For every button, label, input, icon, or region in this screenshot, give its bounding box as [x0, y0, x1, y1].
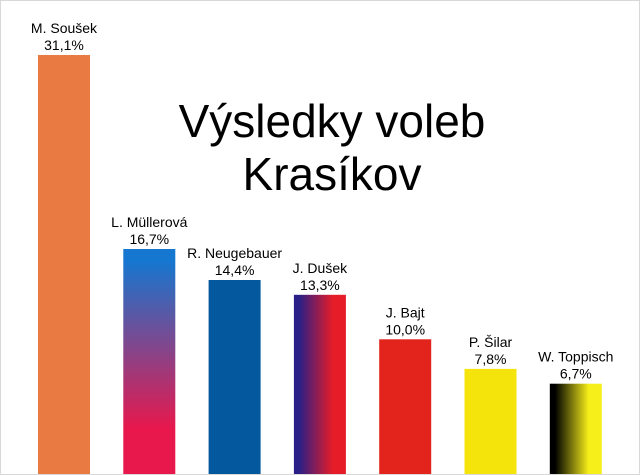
bar-value-label: 6,7%: [560, 366, 592, 382]
bar-value-label: 16,7%: [129, 231, 169, 247]
bar-7: [549, 383, 602, 474]
bar-2: [123, 249, 176, 474]
bar-value-label: 31,1%: [44, 37, 84, 53]
bar-name-label: R. Neugebauer: [187, 245, 282, 261]
bar-name-label: P. Šilar: [469, 334, 513, 350]
bar-name-label: J. Bajt: [386, 304, 425, 320]
chart-title: Výsledky voleb: [179, 95, 486, 147]
bar-value-label: 7,8%: [475, 351, 507, 367]
bar-5: [379, 339, 432, 474]
bar-3: [208, 280, 261, 474]
bar-name-label: L. Müllerová: [111, 214, 187, 230]
bar-value-label: 14,4%: [215, 262, 255, 278]
chart-subtitle: Krasíkov: [243, 148, 422, 200]
bar-name-label: M. Soušek: [31, 20, 98, 36]
bars-layer: [38, 55, 602, 474]
bar-6: [464, 368, 517, 474]
bar-4: [293, 294, 346, 474]
bar-value-label: 13,3%: [300, 277, 340, 293]
bar-name-label: W. Toppisch: [538, 349, 613, 365]
bar-name-label: J. Dušek: [293, 260, 348, 276]
bar-value-label: 10,0%: [385, 321, 425, 337]
bar-1: [38, 55, 90, 474]
